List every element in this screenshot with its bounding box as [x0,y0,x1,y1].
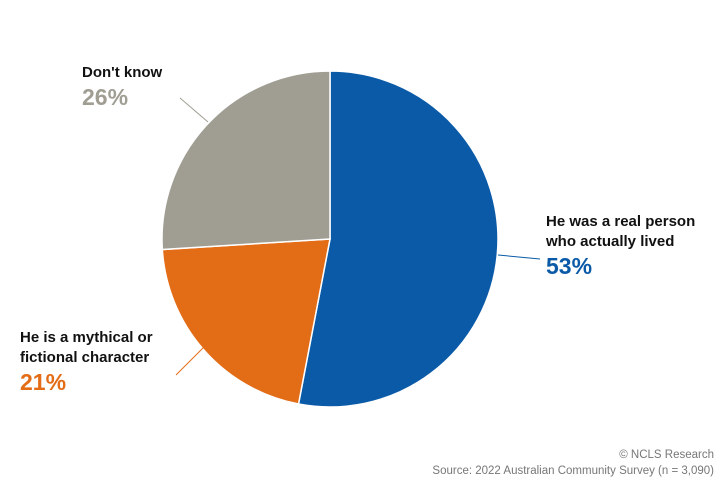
value-label: 21% [20,369,67,395]
leader-line [497,254,541,260]
credit: © NCLS Research [619,449,714,461]
value-label: 53% [546,253,593,279]
category-label: Don't know [82,64,163,81]
value-label: 26% [82,84,129,110]
pie-slice [161,238,331,405]
slice-label: He was a real person who actually lived 5… [546,212,721,280]
category-label: He was a real person who actually lived [546,213,696,250]
leader-line [175,344,207,376]
source: Source: 2022 Australian Community Survey… [432,465,714,477]
category-label: He is a mythical or fictional character [20,329,153,366]
pie-slice [161,70,331,251]
slice-label: He is a mythical or fictional character 2… [20,328,185,396]
pie-slice [297,70,499,408]
slice-label: Don't know 26% [82,63,202,111]
leader-line [179,97,209,123]
